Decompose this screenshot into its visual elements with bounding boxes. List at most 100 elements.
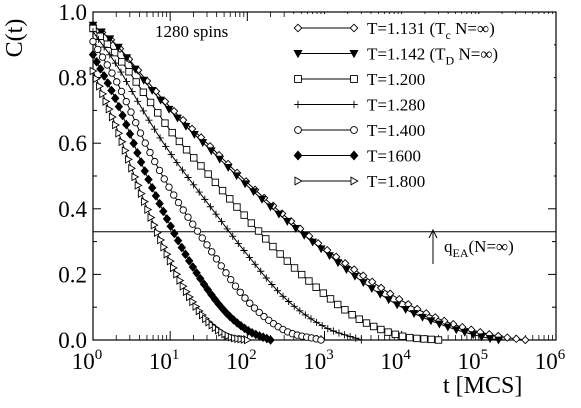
data-point <box>177 242 186 253</box>
legend-label-rest: N=∞) <box>454 45 498 64</box>
data-point <box>178 166 187 174</box>
data-point <box>128 87 136 96</box>
data-point <box>110 93 120 104</box>
data-point <box>96 64 105 74</box>
data-point <box>308 238 318 247</box>
data-point <box>229 315 238 325</box>
legend-label-sub: c <box>446 28 451 42</box>
legend-label: T=1.280 <box>367 96 425 115</box>
data-point <box>144 205 153 215</box>
data-point <box>188 262 198 272</box>
data-point <box>130 65 140 74</box>
data-point <box>184 173 192 182</box>
data-point <box>370 322 378 331</box>
data-point <box>103 78 112 88</box>
legend-label-main: T=1.131 (T <box>367 19 446 38</box>
data-point <box>137 189 146 198</box>
data-point <box>245 253 254 262</box>
data-point <box>182 146 191 154</box>
data-point <box>226 195 234 203</box>
data-point <box>352 334 360 342</box>
data-point <box>276 250 284 258</box>
legend-label: T=1.400 <box>367 121 425 140</box>
qea-arrow-head <box>428 228 438 239</box>
data-point <box>92 74 101 84</box>
data-point <box>427 335 435 344</box>
data-point <box>131 172 140 182</box>
data-point <box>290 264 299 272</box>
data-point <box>257 267 265 275</box>
data-point <box>107 85 116 96</box>
data-point <box>147 183 157 193</box>
data-point <box>118 137 127 147</box>
data-point <box>198 234 206 242</box>
data-point <box>184 213 192 221</box>
legend-entry-3: T=1.200 <box>294 70 425 89</box>
data-point <box>155 166 164 175</box>
data-point <box>97 28 106 37</box>
data-point <box>208 248 216 256</box>
y-tick-label: 1.0 <box>58 0 87 25</box>
x-tick-exponent: 5 <box>481 347 489 363</box>
data-point <box>192 268 201 278</box>
data-point <box>375 290 385 299</box>
data-point <box>170 191 178 199</box>
data-point <box>117 68 125 76</box>
legend-label: T=1.800 <box>367 172 425 191</box>
data-point <box>247 219 256 227</box>
data-point <box>246 299 254 307</box>
data-point <box>211 178 220 187</box>
data-point <box>122 78 131 86</box>
data-point <box>298 270 306 279</box>
data-point <box>150 220 159 230</box>
data-point <box>195 188 203 196</box>
data-point <box>223 225 231 233</box>
data-point <box>421 309 431 318</box>
data-point <box>141 197 149 207</box>
data-point <box>139 107 147 115</box>
data-point <box>102 97 111 106</box>
data-point <box>112 120 121 130</box>
data-point <box>282 217 292 226</box>
data-point <box>103 40 112 48</box>
data-point <box>94 45 102 54</box>
data-point <box>156 96 165 105</box>
data-point <box>117 87 126 96</box>
data-point <box>317 336 325 344</box>
data-point <box>301 311 310 319</box>
x-tick-label: 100 <box>72 347 103 374</box>
x-tick-exponent: 6 <box>558 347 566 363</box>
data-point <box>92 57 101 67</box>
data-point <box>485 335 495 343</box>
data-point <box>299 231 309 240</box>
legend-entry-7: T=1.800 <box>294 172 425 191</box>
data-point <box>125 129 135 139</box>
data-point <box>206 203 214 211</box>
data-point <box>385 289 395 298</box>
x-axis: 100 101 102 103 104 105 106 <box>72 12 566 374</box>
data-point <box>217 262 225 270</box>
data-point <box>118 110 127 121</box>
y-tick-label: 0.0 <box>58 328 87 353</box>
data-point <box>122 54 132 63</box>
data-point <box>240 180 250 189</box>
qea-label: qEA(N=∞) <box>444 237 514 260</box>
data-point <box>418 313 427 322</box>
data-point <box>190 131 199 139</box>
x-tick-label: 102 <box>226 347 256 374</box>
data-point <box>268 280 276 289</box>
data-point <box>250 304 259 312</box>
data-point <box>146 148 154 157</box>
legend-entry-5: T=1.400 <box>294 121 425 140</box>
data-point <box>150 125 159 133</box>
x-tick-exponent: 2 <box>249 347 256 363</box>
legend-label: T=1.200 <box>367 70 425 89</box>
data-point <box>174 198 183 207</box>
data-point <box>409 310 419 318</box>
y-tick-label: 0.8 <box>58 66 87 91</box>
data-point <box>335 329 343 337</box>
legend-marker-right <box>349 23 359 33</box>
data-point <box>391 330 399 339</box>
data-point <box>426 317 436 326</box>
